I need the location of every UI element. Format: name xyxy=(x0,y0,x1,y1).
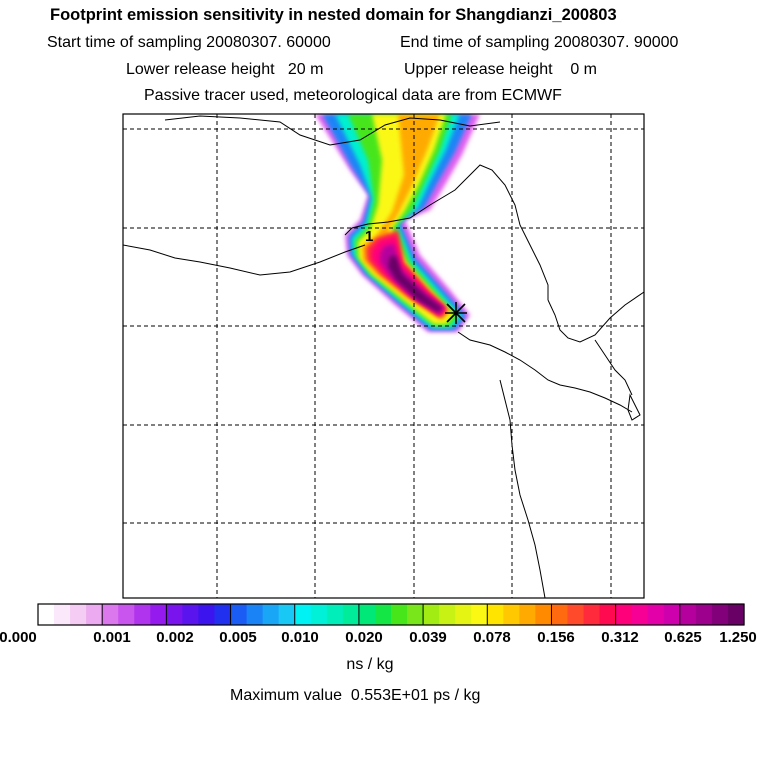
colorbar-tick-label: 0.039 xyxy=(409,629,447,646)
border-line-north xyxy=(164,115,501,146)
coast-islands xyxy=(627,393,641,421)
colorbar-swatch xyxy=(407,604,424,625)
colorbar-swatch xyxy=(487,604,504,625)
colorbar-tick-label: 0.078 xyxy=(473,629,511,646)
colorbar-swatch xyxy=(439,604,456,625)
tracer-label: Passive tracer used, meteorological data… xyxy=(144,87,562,104)
grid-lines xyxy=(123,114,644,598)
colorbar-unit: ns / kg xyxy=(346,656,394,673)
colorbar-tick-label: 0.010 xyxy=(281,629,319,646)
colorbar-tick-label: 0.001 xyxy=(93,629,131,646)
colorbar-swatch xyxy=(150,604,167,625)
colorbar-tick-label: 0.625 xyxy=(664,629,702,646)
colorbar-swatch xyxy=(503,604,520,625)
upper-release-label: Upper release height 0 m xyxy=(404,61,597,78)
max-value-label: Maximum value xyxy=(230,687,343,704)
plot-title: Footprint emission sensitivity in nested… xyxy=(50,6,617,24)
colorbar-tick-label: 0.020 xyxy=(345,629,383,646)
colorbar-swatch xyxy=(711,604,729,625)
colorbar-swatch xyxy=(647,604,665,625)
colorbar-swatch xyxy=(54,604,71,625)
plume-level-dark xyxy=(388,256,442,312)
release-point-label: 1 xyxy=(365,228,374,245)
colorbar-swatch xyxy=(182,604,200,625)
colorbar-swatch xyxy=(583,604,601,625)
colorbar-swatch xyxy=(519,604,537,625)
coast-shandong xyxy=(457,331,633,413)
colorbar-tick-label: 0.156 xyxy=(537,629,575,646)
lower-release-label: Lower release height 20 m xyxy=(126,61,324,78)
coastlines xyxy=(123,115,644,598)
colorbar-frame xyxy=(37,603,745,626)
colorbar-swatch xyxy=(134,604,151,625)
colorbar-swatch xyxy=(230,604,248,625)
end-time-label: End time of sampling 20080307. 90000 xyxy=(400,34,679,51)
colorbar-swatch xyxy=(567,604,585,625)
colorbar-swatch xyxy=(342,604,360,625)
colorbar-swatch xyxy=(70,604,87,625)
colorbar-swatch xyxy=(214,604,232,625)
coast-liaodong xyxy=(547,291,644,343)
start-time-label: Start time of sampling 20080307. 60000 xyxy=(47,34,331,51)
colorbar-swatch xyxy=(358,604,376,625)
colorbar-tick-label: 0.312 xyxy=(601,629,639,646)
colorbar-swatch xyxy=(599,604,617,625)
colorbar-swatch xyxy=(631,604,649,625)
colorbar xyxy=(37,603,745,626)
colorbar-swatch xyxy=(663,604,681,625)
coast-east xyxy=(499,379,546,598)
colorbar-swatch xyxy=(102,604,119,625)
colorbar-swatch xyxy=(326,604,344,625)
colorbar-swatch xyxy=(374,604,392,625)
coast-peninsula xyxy=(594,339,633,396)
colorbar-swatch xyxy=(310,604,328,625)
colorbar-swatch xyxy=(166,604,184,625)
colorbar-swatch xyxy=(727,604,745,625)
colorbar-swatch xyxy=(86,604,103,625)
colorbar-tick-label: 1.250 xyxy=(719,629,757,646)
colorbar-swatch xyxy=(38,604,55,625)
max-value-line: Maximum value 0.553E+01 ps / kg xyxy=(230,687,480,705)
colorbar-tick-label: 0.005 xyxy=(219,629,257,646)
receptor-marker xyxy=(445,302,467,324)
colorbar-swatch xyxy=(535,604,553,625)
colorbar-swatch xyxy=(679,604,697,625)
colorbar-tick-label: 0.002 xyxy=(156,629,194,646)
colorbar-swatch xyxy=(294,604,312,625)
colorbar-swatch xyxy=(615,604,633,625)
colorbar-swatch xyxy=(471,604,488,625)
map-frame xyxy=(122,113,645,599)
plume-layer xyxy=(315,114,480,332)
colorbar-swatch xyxy=(695,604,713,625)
colorbar-swatch xyxy=(423,604,440,625)
colorbar-swatch xyxy=(118,604,135,625)
colorbar-swatch xyxy=(278,604,296,625)
coast-bohai xyxy=(344,164,549,300)
colorbar-swatch xyxy=(246,604,264,625)
colorbar-swatch xyxy=(455,604,472,625)
colorbar-swatch xyxy=(551,604,569,625)
max-value-text: 0.553E+01 ps / kg xyxy=(350,687,481,704)
colorbar-swatch xyxy=(198,604,216,625)
colorbar-swatch xyxy=(391,604,408,625)
border-line-west xyxy=(123,244,366,276)
colorbar-swatch xyxy=(262,604,280,625)
colorbar-tick-label: 0.000 xyxy=(0,629,37,646)
